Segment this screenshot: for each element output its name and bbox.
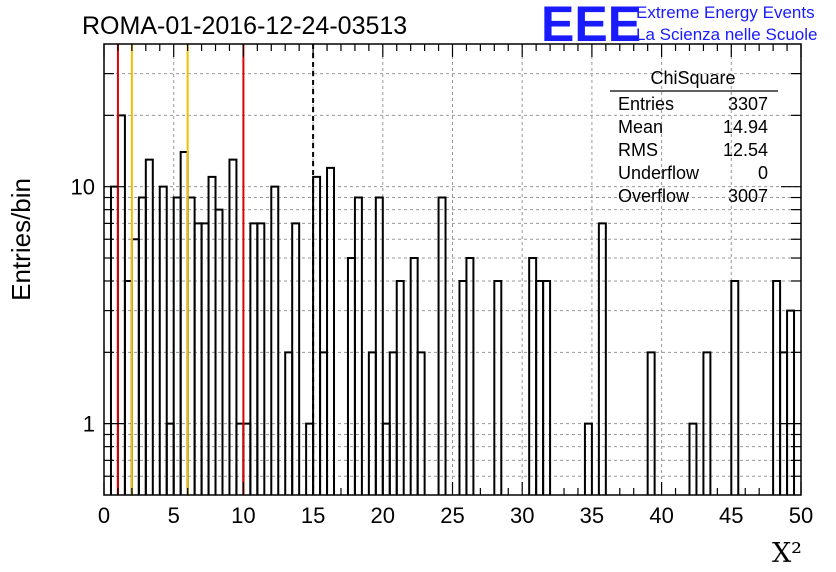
- axis-ticks: [103, 44, 802, 495]
- histogram-bin-61: [528, 257, 538, 495]
- stats-value-entries: 3307: [728, 94, 768, 114]
- x-tick-label-4: 20: [371, 503, 395, 528]
- grid: [104, 44, 801, 495]
- histogram-bin-8: [158, 185, 168, 495]
- histogram-bin-16: [214, 208, 224, 495]
- histogram-bin-48: [437, 196, 447, 495]
- stats-value-overflow: 3007: [728, 186, 768, 206]
- axis-tick-labels: 0 5 10 15 20 25 30 35 40 45 50 1 10: [71, 175, 814, 528]
- histogram-bin-30: [312, 175, 322, 495]
- stats-value-rms: 12.54: [723, 140, 768, 160]
- y-tick-label-0: 1: [83, 412, 95, 437]
- x-tick-label-5: 25: [440, 503, 464, 528]
- histogram-bin-98: [786, 309, 796, 495]
- stats-label-mean: Mean: [618, 117, 663, 137]
- stats-value-mean: 14.94: [723, 117, 768, 137]
- x-tick-label-6: 30: [510, 503, 534, 528]
- chart-title: ROMA-01-2016-12-24-03513: [82, 12, 407, 40]
- y-axis-label: Entries/bin: [6, 178, 36, 301]
- histogram-bin-35: [346, 257, 356, 495]
- histogram-bin-2: [116, 114, 126, 495]
- x-tick-label-3: 15: [301, 503, 325, 528]
- histogram-bin-44: [409, 257, 419, 495]
- histogram-bin-6: [144, 158, 154, 495]
- x-tick-label-7: 35: [580, 503, 604, 528]
- x-tick-label-1: 5: [168, 503, 180, 528]
- histogram-bin-39: [374, 196, 384, 495]
- x-tick-label-8: 40: [649, 503, 673, 528]
- histogram-bin-42: [395, 279, 405, 495]
- histogram-bin-18: [228, 158, 238, 495]
- histogram-bin-1: [109, 185, 119, 495]
- stats-label-underflow: Underflow: [618, 163, 700, 183]
- logo-line-1: Extreme Energy Events: [636, 3, 815, 22]
- x-tick-label-10: 50: [789, 503, 813, 528]
- histogram-bin-52: [465, 257, 475, 495]
- histogram-bin-4: [130, 238, 140, 495]
- histogram-bin-84: [688, 422, 698, 495]
- histogram-bin-51: [458, 279, 468, 495]
- histogram-bin-14: [200, 222, 210, 495]
- histogram-bin-56: [493, 279, 503, 495]
- stats-label-overflow: Overflow: [618, 186, 690, 206]
- histogram-bin-5: [137, 196, 147, 495]
- x-axis-label: X²: [772, 538, 802, 569]
- histogram-bin-10: [172, 196, 182, 495]
- cut-lines: [116, 44, 315, 495]
- histogram-bin-27: [291, 222, 301, 495]
- histogram-bin-63: [542, 279, 552, 495]
- stats-box: ChiSquare Entries 3307 Mean 14.94 RMS 12.54 Un…: [610, 68, 778, 206]
- histogram-bin-12: [186, 196, 196, 495]
- histogram-bin-69: [583, 422, 593, 495]
- histogram-bin-45: [416, 351, 426, 495]
- histogram-bin-24: [270, 185, 280, 495]
- x-tick-label-0: 0: [98, 503, 110, 528]
- histogram-bin-32: [326, 166, 336, 495]
- histogram-bin-71: [597, 222, 607, 495]
- histogram-bin-15: [207, 175, 217, 495]
- histogram-bin-22: [256, 222, 266, 495]
- stats-label-entries: Entries: [618, 94, 674, 114]
- histogram-bin-3: [123, 279, 133, 495]
- histogram-bin-86: [702, 351, 712, 495]
- histogram-bin-90: [730, 279, 740, 495]
- histogram-bin-13: [193, 222, 203, 495]
- stats-value-underflow: 0: [758, 163, 768, 183]
- logo-line-2: La Scienza nelle Scuole: [636, 25, 817, 44]
- histogram-bin-11: [179, 151, 189, 495]
- x-tick-label-9: 45: [719, 503, 743, 528]
- y-tick-label-1: 10: [71, 175, 95, 200]
- stats-label-rms: RMS: [618, 140, 658, 160]
- histogram-bin-78: [646, 351, 656, 495]
- histogram-bin-21: [249, 222, 259, 495]
- histogram-bin-62: [535, 279, 545, 495]
- histogram-bin-36: [353, 196, 363, 495]
- x-tick-label-2: 10: [231, 503, 255, 528]
- stats-title: ChiSquare: [650, 68, 735, 88]
- histogram-bin-96: [772, 279, 782, 495]
